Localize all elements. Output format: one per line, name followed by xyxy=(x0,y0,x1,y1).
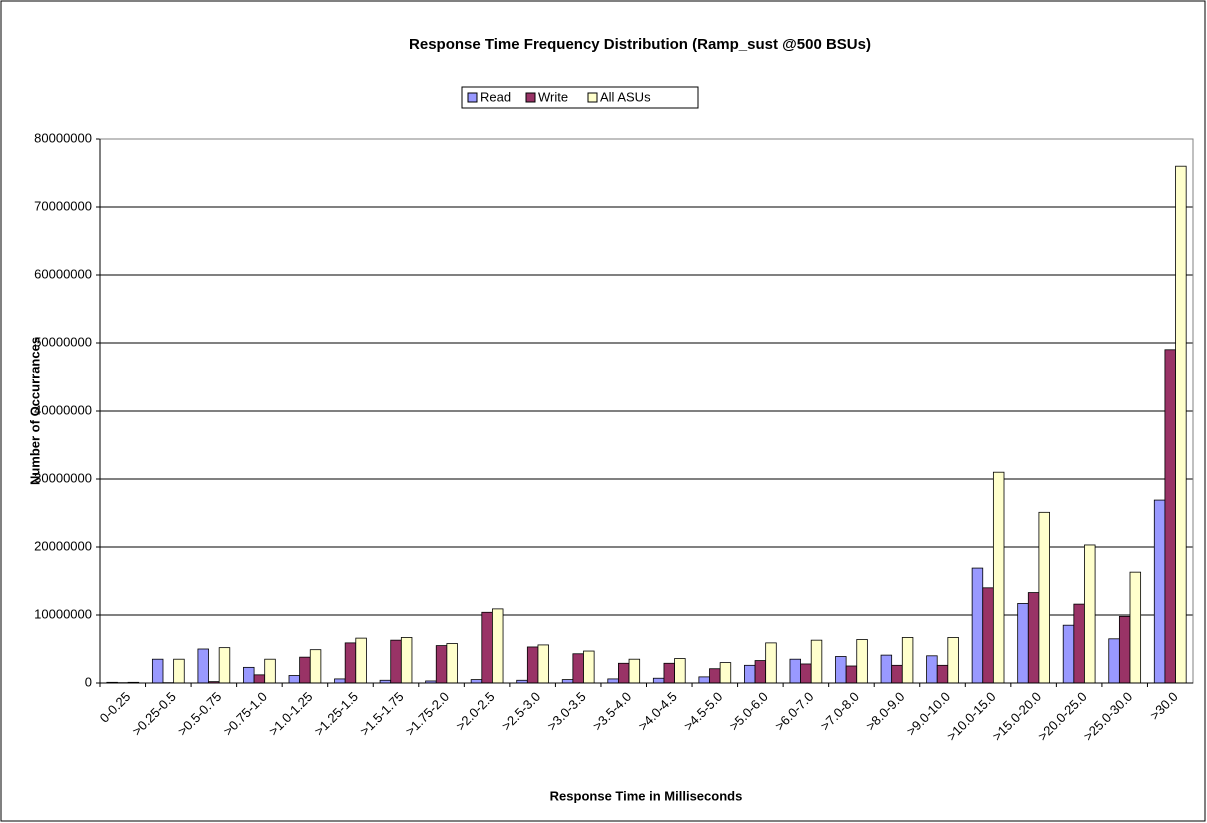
legend-label: All ASUs xyxy=(600,89,651,104)
bar xyxy=(492,608,504,684)
bar xyxy=(628,658,641,684)
bar xyxy=(1108,638,1120,684)
y-tick-label: 20000000 xyxy=(34,538,92,553)
bar xyxy=(355,637,367,684)
bar xyxy=(856,639,868,684)
bar xyxy=(992,471,1005,684)
chart-title: Response Time Frequency Distribution (Ra… xyxy=(409,36,871,53)
bar xyxy=(936,664,949,684)
bar xyxy=(1153,499,1166,684)
bar xyxy=(1084,544,1096,684)
bar xyxy=(698,676,710,684)
bar xyxy=(288,675,301,684)
bar xyxy=(390,639,402,684)
x-axis-title: Response Time in Milliseconds xyxy=(550,788,743,803)
bar xyxy=(800,663,812,684)
y-tick-label: 10000000 xyxy=(34,606,92,621)
bar xyxy=(663,662,675,684)
bar xyxy=(218,647,231,684)
bar xyxy=(719,662,732,684)
bar xyxy=(971,567,984,684)
bar xyxy=(1038,511,1050,684)
legend-swatch xyxy=(467,92,478,103)
bar xyxy=(754,660,767,684)
bar xyxy=(1175,165,1187,684)
bar xyxy=(561,679,574,684)
bar xyxy=(1062,624,1075,684)
bar xyxy=(1027,592,1040,684)
bar xyxy=(583,650,595,684)
y-tick-label: 60000000 xyxy=(34,266,92,281)
bar xyxy=(652,677,665,684)
legend-swatch xyxy=(525,92,536,103)
y-axis-title: Number of Occurrances xyxy=(27,337,42,485)
bar xyxy=(151,658,164,684)
bar xyxy=(1164,349,1176,684)
y-tick-label: 30000000 xyxy=(34,470,92,485)
y-tick-label: 0 xyxy=(85,674,92,689)
bar xyxy=(845,665,858,684)
bar xyxy=(618,662,630,684)
bar xyxy=(674,658,686,684)
bar xyxy=(173,658,185,684)
bar xyxy=(765,642,777,684)
bar xyxy=(253,674,266,684)
bar xyxy=(264,658,276,684)
legend-label: Read xyxy=(480,89,511,104)
legend-box xyxy=(461,86,699,109)
y-tick-label: 50000000 xyxy=(34,334,92,349)
bar xyxy=(344,642,357,684)
bar xyxy=(607,678,619,684)
bar xyxy=(901,637,914,684)
y-tick-label: 80000000 xyxy=(34,130,92,145)
bar xyxy=(526,646,539,684)
bar xyxy=(309,649,322,684)
bar xyxy=(334,678,346,684)
bar xyxy=(470,679,483,684)
legend-label: Write xyxy=(538,89,568,104)
bar xyxy=(1073,603,1085,684)
y-tick-label: 70000000 xyxy=(34,198,92,213)
bar xyxy=(446,643,458,684)
bar xyxy=(789,658,801,684)
bar xyxy=(537,644,549,684)
bar xyxy=(435,645,448,684)
bar xyxy=(1118,615,1131,684)
bar xyxy=(926,655,938,684)
legend-swatch xyxy=(587,92,598,103)
bar xyxy=(810,639,823,684)
bar xyxy=(299,656,311,684)
y-tick-label: 40000000 xyxy=(34,402,92,417)
bar xyxy=(947,637,959,684)
bar xyxy=(835,656,847,684)
bar xyxy=(197,648,209,684)
bar xyxy=(481,611,493,684)
bar xyxy=(243,666,255,684)
bar xyxy=(880,654,893,684)
bar xyxy=(1017,603,1029,684)
bar xyxy=(982,587,994,684)
bar xyxy=(709,668,721,684)
bar xyxy=(400,637,413,684)
bar xyxy=(572,653,584,684)
bar xyxy=(744,664,756,684)
bar xyxy=(891,664,903,684)
bar xyxy=(1129,571,1142,684)
